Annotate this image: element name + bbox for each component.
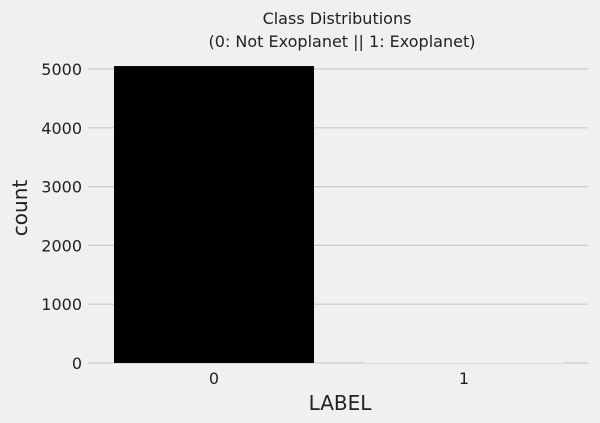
y-tick-label: 0 (72, 354, 82, 373)
y-tick-label: 1000 (41, 295, 82, 314)
bars (114, 66, 564, 363)
y-tick-label: 3000 (41, 178, 82, 197)
y-tick-label: 2000 (41, 236, 82, 255)
bar-1 (364, 360, 564, 363)
x-tick-label: 1 (459, 369, 469, 388)
y-axis-label: count (8, 180, 32, 237)
chart-title-line-1: Class Distributions (263, 9, 412, 28)
chart-title-line-2: (0: Not Exoplanet || 1: Exoplanet) (209, 32, 476, 51)
y-tick-labels: 0 1000 2000 3000 4000 5000 (41, 60, 82, 373)
y-tick-label: 4000 (41, 119, 82, 138)
x-axis-label: LABEL (309, 391, 373, 415)
bar-0 (114, 66, 314, 363)
x-tick-label: 0 (209, 369, 219, 388)
y-tick-label: 5000 (41, 60, 82, 79)
